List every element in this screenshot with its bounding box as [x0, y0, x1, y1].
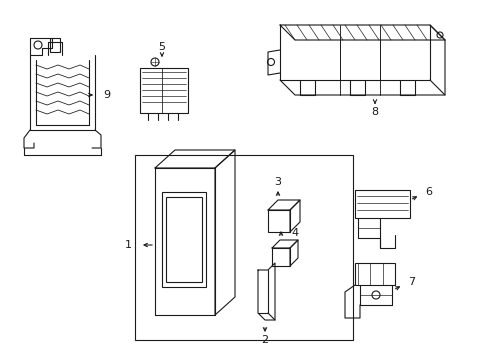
Bar — [135, 155, 352, 340]
Text: 5: 5 — [158, 42, 165, 52]
Text: 8: 8 — [371, 107, 378, 117]
Bar — [354, 263, 394, 285]
Text: 4: 4 — [290, 228, 298, 238]
Text: 6: 6 — [424, 187, 431, 197]
Bar — [165, 197, 202, 282]
Text: 3: 3 — [274, 177, 281, 187]
Bar — [50, 38, 60, 52]
Bar — [140, 68, 187, 113]
Text: 9: 9 — [103, 90, 110, 100]
Text: 1: 1 — [125, 240, 132, 250]
Bar — [162, 192, 205, 287]
Bar — [354, 190, 409, 218]
Text: 7: 7 — [407, 277, 414, 287]
Bar — [271, 248, 289, 266]
Bar — [267, 210, 289, 232]
Text: 2: 2 — [261, 335, 268, 345]
